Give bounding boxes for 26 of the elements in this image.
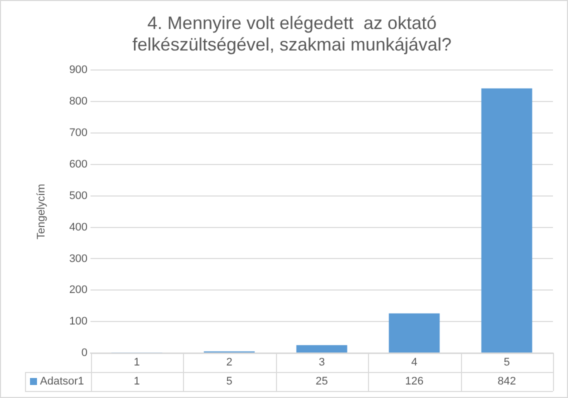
x-tick-label: 2: [226, 356, 232, 369]
data-label: 5: [226, 376, 232, 388]
y-tick-label: 100: [69, 316, 88, 328]
bar: [388, 313, 440, 352]
data-label: 126: [405, 376, 424, 388]
x-tick-label: 3: [318, 356, 325, 369]
bar: [481, 88, 532, 352]
x-tick-label: 4: [411, 356, 418, 369]
data-label: 842: [498, 376, 516, 388]
y-tick-label: 400: [69, 221, 88, 234]
x-tick-label: 1: [134, 356, 140, 369]
y-tick-label: 300: [69, 252, 88, 265]
x-tick-label: 5: [504, 356, 510, 369]
y-tick-label: 0: [81, 347, 88, 360]
y-tick-label: 500: [69, 190, 88, 202]
data-label: 25: [316, 376, 328, 388]
y-tick-label: 600: [69, 158, 88, 170]
legend-label: Adatsor1: [40, 376, 84, 388]
data-label: 1: [134, 376, 140, 388]
y-tick-label: 200: [69, 284, 88, 296]
y-tick-label: 700: [69, 127, 88, 140]
chart-title: 4. Mennyire volt elégedett az oktató felkészültségével, szakmai munkájával?: [132, 12, 452, 54]
y-tick-label: 900: [69, 64, 88, 76]
y-axis-title: Tengelycím: [36, 184, 48, 240]
y-tick-label: 800: [69, 96, 88, 108]
bar: [296, 345, 348, 352]
